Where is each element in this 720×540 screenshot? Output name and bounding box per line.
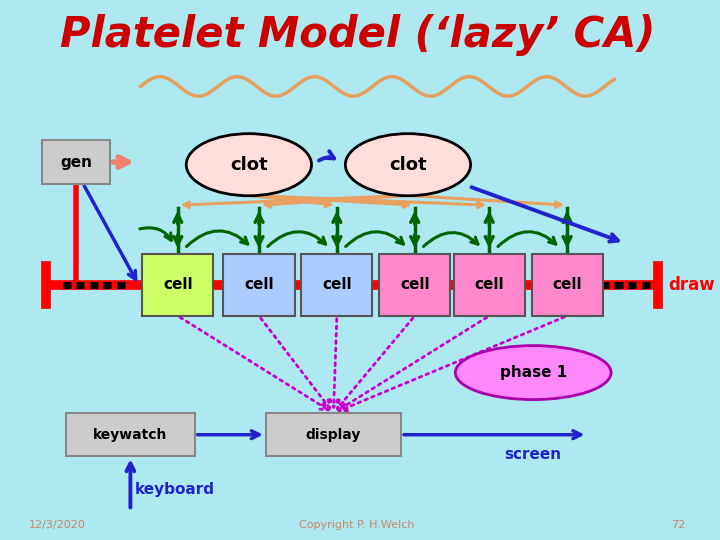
Text: keyboard: keyboard <box>135 482 215 497</box>
FancyBboxPatch shape <box>302 254 372 316</box>
FancyBboxPatch shape <box>42 140 110 184</box>
Text: clot: clot <box>230 156 268 174</box>
Text: screen: screen <box>505 447 562 462</box>
Text: gen: gen <box>60 154 92 170</box>
Text: cell: cell <box>474 278 504 292</box>
Text: clot: clot <box>389 156 427 174</box>
Text: keywatch: keywatch <box>93 428 168 442</box>
FancyBboxPatch shape <box>66 413 194 456</box>
FancyBboxPatch shape <box>266 413 401 456</box>
Text: cell: cell <box>552 278 582 292</box>
FancyBboxPatch shape <box>531 254 603 316</box>
Text: Copyright P. H.Welch: Copyright P. H.Welch <box>300 520 415 530</box>
Ellipse shape <box>186 134 312 196</box>
Text: cell: cell <box>244 278 274 292</box>
FancyBboxPatch shape <box>143 254 213 316</box>
Text: cell: cell <box>400 278 430 292</box>
Text: display: display <box>306 428 361 442</box>
Text: 12/3/2020: 12/3/2020 <box>29 520 86 530</box>
Text: draw: draw <box>669 276 715 294</box>
Ellipse shape <box>455 346 611 400</box>
Text: 72: 72 <box>671 520 685 530</box>
FancyBboxPatch shape <box>379 254 450 316</box>
FancyBboxPatch shape <box>454 254 525 316</box>
Ellipse shape <box>346 134 471 196</box>
Text: cell: cell <box>163 278 192 292</box>
FancyBboxPatch shape <box>223 254 294 316</box>
Text: cell: cell <box>322 278 351 292</box>
Text: phase 1: phase 1 <box>500 365 567 380</box>
Text: Platelet Model (‘lazy’ CA): Platelet Model (‘lazy’ CA) <box>60 14 655 56</box>
